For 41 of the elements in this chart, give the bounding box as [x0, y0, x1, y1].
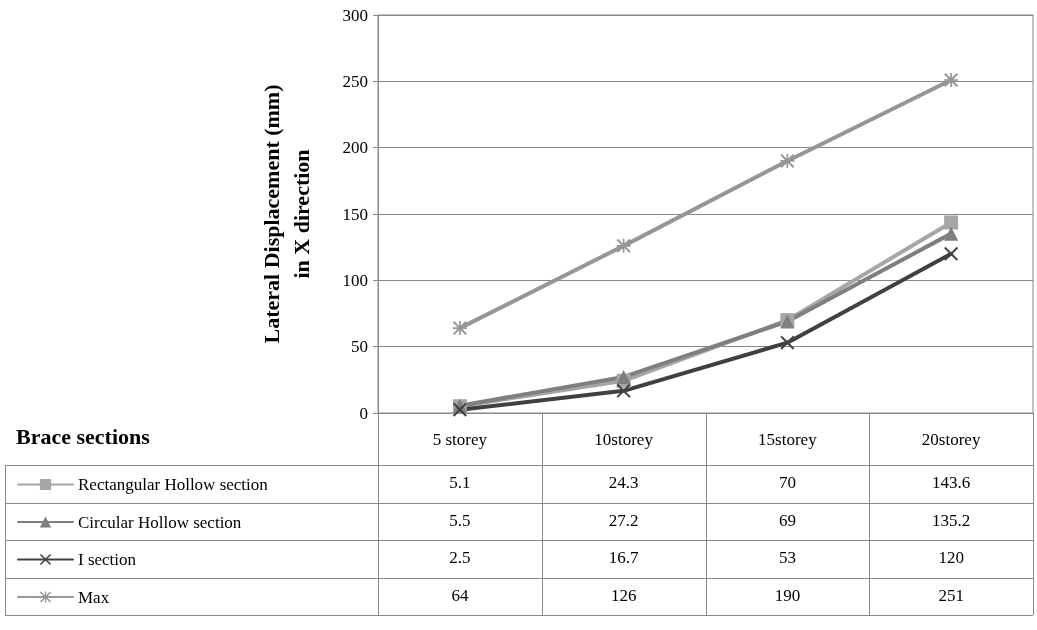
data-label: 69	[777, 511, 797, 531]
point	[616, 369, 631, 384]
legend-title: Brace sections	[16, 424, 150, 450]
legend-label: Max	[78, 587, 110, 607]
point	[452, 321, 467, 336]
data-label: 53	[777, 548, 797, 568]
data-label: 190	[773, 586, 802, 606]
y-tick-label: 300	[342, 5, 368, 25]
point	[944, 215, 959, 230]
legend-label: Rectangular Hollow section	[78, 475, 269, 494]
y-tick-label: 200	[342, 138, 368, 158]
y-tick-label: 250	[342, 71, 368, 91]
data-label: 70	[777, 473, 797, 493]
y-axis-title: Lateral Displacement (mm) in X direction	[258, 84, 314, 344]
data-label: 120	[937, 548, 965, 568]
y-tick-label: 150	[342, 204, 368, 224]
legend-label: Circular Hollow section	[78, 512, 242, 532]
data-label: 2.5	[448, 548, 472, 568]
point	[944, 246, 959, 261]
x-tick-label: 10storey	[594, 430, 654, 449]
data-label: 27.2	[607, 511, 640, 531]
legend-label: I section	[78, 550, 137, 569]
data-label: 251	[937, 586, 965, 606]
data-label: 24.3	[607, 473, 640, 493]
data-label: 5.1	[448, 473, 472, 493]
y-tick-label: 0	[359, 403, 368, 423]
y-tick-label: 100	[342, 270, 368, 290]
data-label: 135.2	[931, 511, 972, 531]
x-tick-label: 15storey	[758, 430, 818, 449]
data-label: 5.5	[448, 511, 472, 531]
data-label: 126	[609, 586, 638, 606]
point	[944, 73, 959, 88]
data-label: 16.7	[607, 548, 640, 568]
data-label: 143.6	[931, 473, 972, 493]
point	[616, 383, 631, 398]
point	[780, 335, 795, 350]
y-tick-label: 50	[351, 337, 368, 357]
point	[944, 226, 959, 241]
x-tick-label: 20storey	[921, 430, 981, 449]
x-tick-label: 5 storey	[432, 430, 488, 449]
data-label: 64	[450, 586, 470, 606]
